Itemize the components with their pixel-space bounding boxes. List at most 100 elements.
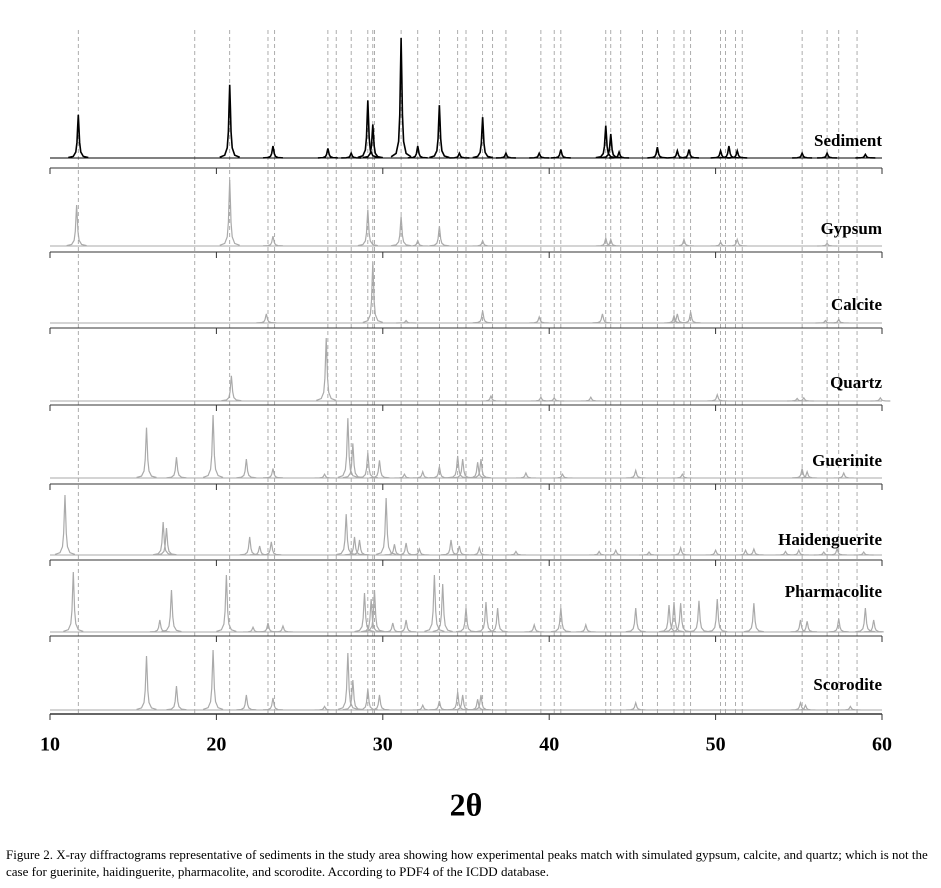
peak — [412, 703, 433, 711]
peak — [357, 209, 378, 247]
x-tick-label: 20 — [206, 734, 226, 756]
peak — [239, 536, 260, 556]
peak — [495, 151, 516, 159]
peak — [609, 149, 630, 159]
peak — [480, 394, 501, 402]
peak — [705, 548, 726, 556]
peak — [452, 459, 473, 479]
peak — [817, 242, 838, 247]
peak — [262, 235, 283, 247]
peak — [261, 541, 282, 556]
peak — [455, 607, 477, 633]
series-label: Sediment — [814, 131, 882, 150]
peak — [625, 607, 646, 633]
peak — [66, 205, 87, 247]
x-axis-label: 2θ — [450, 786, 483, 822]
peak — [262, 468, 283, 479]
peak — [219, 84, 241, 159]
peak — [316, 337, 337, 401]
peak — [256, 313, 277, 324]
peak — [524, 622, 545, 633]
peak — [467, 699, 488, 711]
peak — [409, 547, 430, 556]
peak — [673, 237, 694, 247]
peak — [788, 548, 809, 556]
peak — [625, 700, 646, 711]
peak — [647, 147, 668, 159]
peak — [855, 607, 876, 633]
peak — [262, 697, 284, 711]
peak — [369, 460, 390, 479]
peak — [166, 685, 187, 711]
peak — [544, 396, 565, 402]
peak — [447, 691, 468, 711]
peak — [221, 375, 242, 402]
peak — [396, 542, 417, 556]
peak — [840, 705, 861, 711]
peak — [236, 459, 257, 479]
peak — [216, 574, 237, 633]
x-tick-label: 60 — [872, 734, 892, 756]
peak — [625, 468, 646, 479]
peak — [658, 604, 680, 633]
peak — [550, 149, 571, 159]
peak — [63, 571, 84, 632]
peak — [552, 473, 573, 479]
peak — [672, 473, 693, 479]
peak — [429, 105, 450, 159]
peak — [743, 603, 764, 633]
peak — [349, 539, 370, 556]
peak — [243, 625, 264, 633]
peak — [469, 545, 490, 556]
peak — [600, 133, 621, 159]
peak — [467, 462, 488, 479]
peak — [833, 471, 854, 479]
peak — [236, 694, 257, 711]
series-label: Calcite — [831, 295, 882, 314]
peak — [336, 514, 357, 556]
peak — [390, 37, 412, 158]
peak — [828, 618, 849, 633]
peak — [795, 703, 816, 711]
peak — [793, 396, 814, 402]
peak — [470, 459, 492, 479]
peak — [515, 471, 536, 479]
peak — [153, 521, 174, 556]
peak — [529, 315, 550, 324]
peak — [394, 473, 415, 479]
peak — [382, 622, 403, 633]
peak — [595, 235, 616, 247]
x-tick-label: 10 — [40, 734, 60, 756]
peak — [432, 583, 453, 633]
peak — [449, 545, 470, 556]
peak — [678, 149, 699, 159]
peak — [667, 313, 688, 324]
peak — [396, 319, 417, 324]
peak — [262, 145, 284, 159]
peak — [853, 550, 874, 556]
peak — [797, 469, 818, 479]
peak — [407, 239, 428, 247]
peak — [429, 226, 450, 247]
peak — [855, 152, 876, 159]
peak — [314, 705, 335, 711]
peak — [156, 527, 177, 556]
peak — [391, 216, 412, 247]
peak — [828, 318, 849, 324]
peak — [357, 688, 378, 711]
series-label: Gypsum — [821, 219, 882, 238]
peak — [670, 603, 691, 633]
series-label: Guerinite — [812, 451, 882, 470]
peak — [344, 536, 365, 556]
peak — [710, 240, 731, 247]
series-label: Pharmacolite — [785, 582, 883, 601]
peak — [136, 427, 157, 479]
peak — [870, 396, 891, 402]
peak — [589, 550, 610, 556]
peak — [688, 600, 710, 633]
peak — [429, 466, 450, 479]
peak — [670, 545, 691, 556]
peak — [429, 700, 450, 711]
peak — [396, 619, 417, 633]
x-tick-label: 40 — [539, 734, 559, 756]
